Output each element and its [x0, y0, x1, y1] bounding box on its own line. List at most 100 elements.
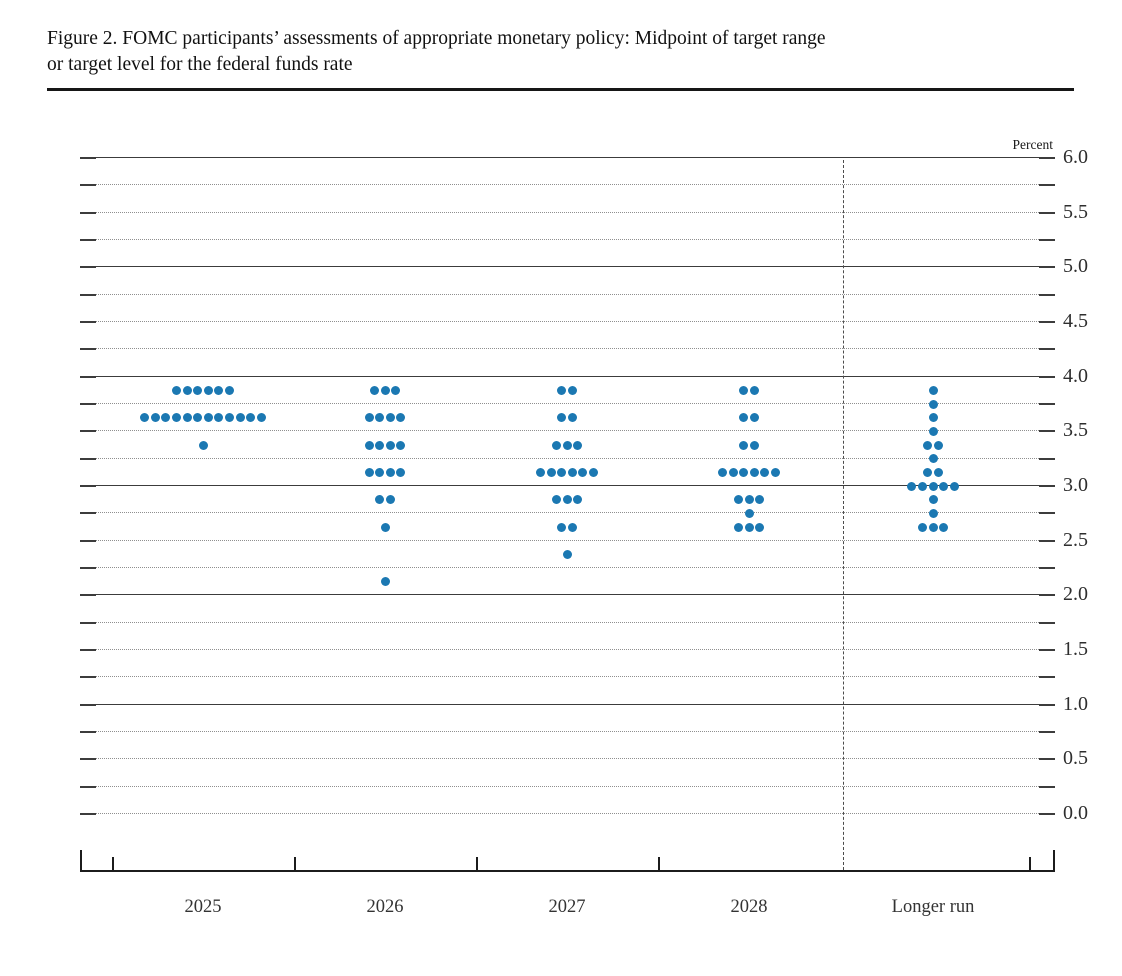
y-tick-left [80, 567, 96, 569]
fomc-dot [917, 481, 927, 491]
y-tick-left [80, 321, 96, 323]
fomc-dot [161, 413, 171, 423]
y-tick-right [1039, 184, 1055, 187]
y-tick-right [1039, 621, 1055, 624]
fomc-dot [235, 413, 245, 423]
fomc-dot [907, 481, 917, 491]
y-tick-right [1039, 321, 1055, 323]
y-tick-label: 6.0 [1063, 146, 1088, 168]
fomc-dot [193, 385, 203, 395]
gridline-minor [96, 293, 1039, 295]
fomc-dot [755, 522, 765, 532]
fomc-dot [718, 467, 727, 477]
y-tick-label: 2.0 [1063, 583, 1088, 606]
fomc-dot [551, 495, 561, 505]
gridline-minor [96, 403, 1039, 404]
y-tick-right [1039, 813, 1055, 815]
gridline-minor [96, 430, 1039, 432]
fomc-dot [557, 522, 567, 532]
y-tick-right [1039, 403, 1055, 405]
y-tick-left [80, 348, 96, 351]
gridline-major [80, 594, 1055, 596]
fomc-dot [396, 467, 406, 477]
gridline-minor [96, 211, 1039, 213]
fomc-dot [562, 440, 572, 450]
fomc-dot [928, 385, 938, 395]
fomc-dot [755, 495, 765, 505]
y-tick-left [80, 512, 96, 515]
y-tick-left [80, 157, 96, 159]
fomc-dot [928, 399, 938, 409]
gridline-minor [96, 621, 1039, 623]
gridline-minor [96, 649, 1039, 650]
y-tick-right [1039, 539, 1055, 542]
y-tick-left [80, 293, 96, 296]
fomc-dot [380, 385, 390, 395]
y-tick-right [1039, 211, 1055, 214]
fomc-dot [744, 508, 754, 518]
fomc-dot [928, 508, 938, 518]
fomc-dot [760, 467, 770, 477]
fomc-dot [385, 440, 395, 450]
y-tick-right [1039, 266, 1055, 269]
fomc-dot [567, 385, 577, 395]
fomc-dot [536, 467, 545, 477]
x-axis-tick [658, 857, 660, 870]
y-tick-left [80, 485, 96, 487]
y-tick-left [80, 594, 96, 597]
x-category-label: Longer run [891, 897, 975, 917]
fomc-dot [140, 413, 150, 423]
gridline-minor [96, 785, 1039, 787]
fomc-dot [917, 522, 927, 532]
y-tick-left [80, 430, 96, 433]
fomc-dot [385, 495, 395, 505]
fomc-dot [744, 495, 754, 505]
y-tick-left [80, 676, 96, 679]
y-tick-right [1039, 375, 1055, 378]
x-category-label: 2025 [184, 897, 222, 917]
fomc-dot [364, 440, 374, 450]
gridline-minor [96, 539, 1039, 541]
y-tick-left [80, 703, 96, 706]
gridline-major [80, 266, 1055, 268]
y-tick-right [1039, 649, 1055, 651]
fomc-dot [578, 467, 588, 477]
fomc-dot [364, 467, 374, 477]
fomc-dot [733, 522, 743, 532]
y-tick-right [1039, 239, 1055, 241]
y-tick-right [1039, 594, 1055, 597]
y-tick-left [80, 621, 96, 624]
fomc-dot [928, 413, 938, 423]
y-tick-label: 2.5 [1063, 528, 1088, 551]
fomc-dot [573, 495, 583, 505]
y-tick-right [1039, 512, 1055, 515]
fomc-dot [193, 413, 203, 423]
fomc-dot [172, 385, 181, 395]
fomc-dot [380, 522, 390, 532]
longer-run-separator [843, 160, 844, 870]
y-tick-left [80, 239, 96, 241]
gridline-minor [96, 512, 1039, 514]
fomc-dot [364, 413, 374, 423]
fomc-dot [198, 440, 208, 450]
gridline-minor [96, 758, 1039, 760]
gridline-major [80, 485, 1055, 486]
fomc-dot [928, 495, 938, 505]
fomc-dot [923, 467, 933, 477]
fomc-dot [385, 413, 395, 423]
y-tick-right [1039, 157, 1055, 159]
fomc-dot [150, 413, 160, 423]
fomc-dot [546, 467, 556, 477]
figure-title: Figure 2. FOMC participants’ assessments… [47, 26, 1077, 78]
fomc-dot [391, 385, 401, 395]
title-rule [47, 88, 1074, 91]
y-tick-right [1039, 485, 1055, 487]
y-tick-left [80, 539, 96, 542]
y-tick-label: 1.5 [1063, 638, 1088, 660]
fomc-dot [928, 426, 938, 436]
fomc-dot [225, 413, 234, 423]
fomc-dot [172, 413, 181, 423]
fomc-dot [396, 440, 406, 450]
fomc-dot [551, 440, 561, 450]
